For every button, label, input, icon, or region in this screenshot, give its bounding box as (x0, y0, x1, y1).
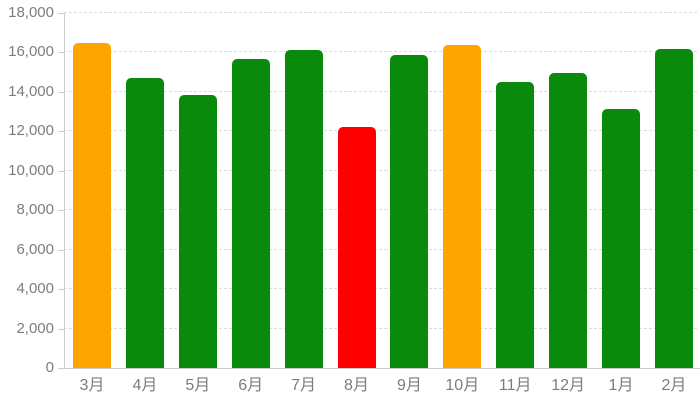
y-axis-line (64, 13, 65, 369)
x-tick-label-3月: 3月 (79, 377, 105, 394)
y-tick-label-6000: 6,000 (16, 240, 54, 258)
x-tick-label-7月: 7月 (291, 377, 317, 394)
gridline-2000 (64, 327, 697, 329)
bar-9月[interactable] (390, 55, 429, 368)
gridline-14000 (64, 90, 697, 92)
y-tick-label-8000: 8,000 (16, 201, 54, 219)
y-tick-label-18000: 18,000 (8, 4, 54, 21)
bar-5月[interactable] (178, 94, 217, 368)
plot-area (64, 12, 700, 368)
bar-11月[interactable] (496, 82, 535, 368)
x-axis-line (64, 368, 700, 369)
x-tick-label-11月: 11月 (498, 377, 532, 394)
y-tick-label-12000: 12,000 (8, 122, 54, 140)
gridline-16000 (64, 51, 697, 53)
y-tick-label-16000: 16,000 (8, 43, 54, 61)
y-tick-mark-4000 (58, 289, 64, 291)
bar-10月[interactable] (443, 44, 482, 368)
bar-6月[interactable] (231, 59, 270, 368)
x-tick-label-8月: 8月 (344, 377, 369, 394)
bar-1月[interactable] (602, 108, 640, 368)
x-tick-label-4月: 4月 (132, 377, 158, 394)
x-tick-label-12月: 12月 (551, 377, 585, 394)
y-tick-label-2000: 2,000 (16, 319, 54, 337)
bar-2月[interactable] (654, 48, 693, 368)
y-tick-label-14000: 14,000 (8, 82, 54, 100)
gridline-8000 (64, 209, 697, 211)
y-tick-label-0: 0 (45, 359, 54, 376)
y-tick-mark-2000 (58, 328, 64, 330)
y-tick-mark-12000 (58, 131, 64, 133)
bar-3月[interactable] (73, 42, 111, 368)
gridline-18000 (64, 12, 697, 13)
x-tick-label-6月: 6月 (238, 377, 264, 394)
x-tick-label-9月: 9月 (396, 377, 422, 394)
x-tick-label-2月: 2月 (661, 377, 687, 394)
gridline-10000 (64, 169, 697, 171)
x-tick-label-5月: 5月 (185, 377, 211, 394)
bar-12月[interactable] (549, 73, 588, 368)
y-tick-label-10000: 10,000 (8, 161, 54, 179)
y-tick-mark-14000 (58, 91, 64, 93)
y-tick-mark-0 (58, 368, 64, 369)
x-tick-label-1月: 1月 (608, 377, 634, 394)
y-tick-mark-8000 (58, 210, 64, 212)
gridline-6000 (64, 248, 697, 250)
y-tick-mark-16000 (58, 52, 64, 54)
y-tick-mark-18000 (58, 13, 64, 14)
bar-4月[interactable] (125, 78, 164, 368)
y-tick-label-4000: 4,000 (16, 280, 54, 298)
x-tick-label-10月: 10月 (445, 377, 480, 394)
y-tick-mark-6000 (58, 249, 64, 251)
y-tick-mark-10000 (58, 170, 64, 172)
gridline-12000 (64, 130, 697, 132)
bar-7月[interactable] (284, 50, 323, 368)
gridline-4000 (64, 288, 697, 290)
bar-8月[interactable] (337, 127, 376, 368)
